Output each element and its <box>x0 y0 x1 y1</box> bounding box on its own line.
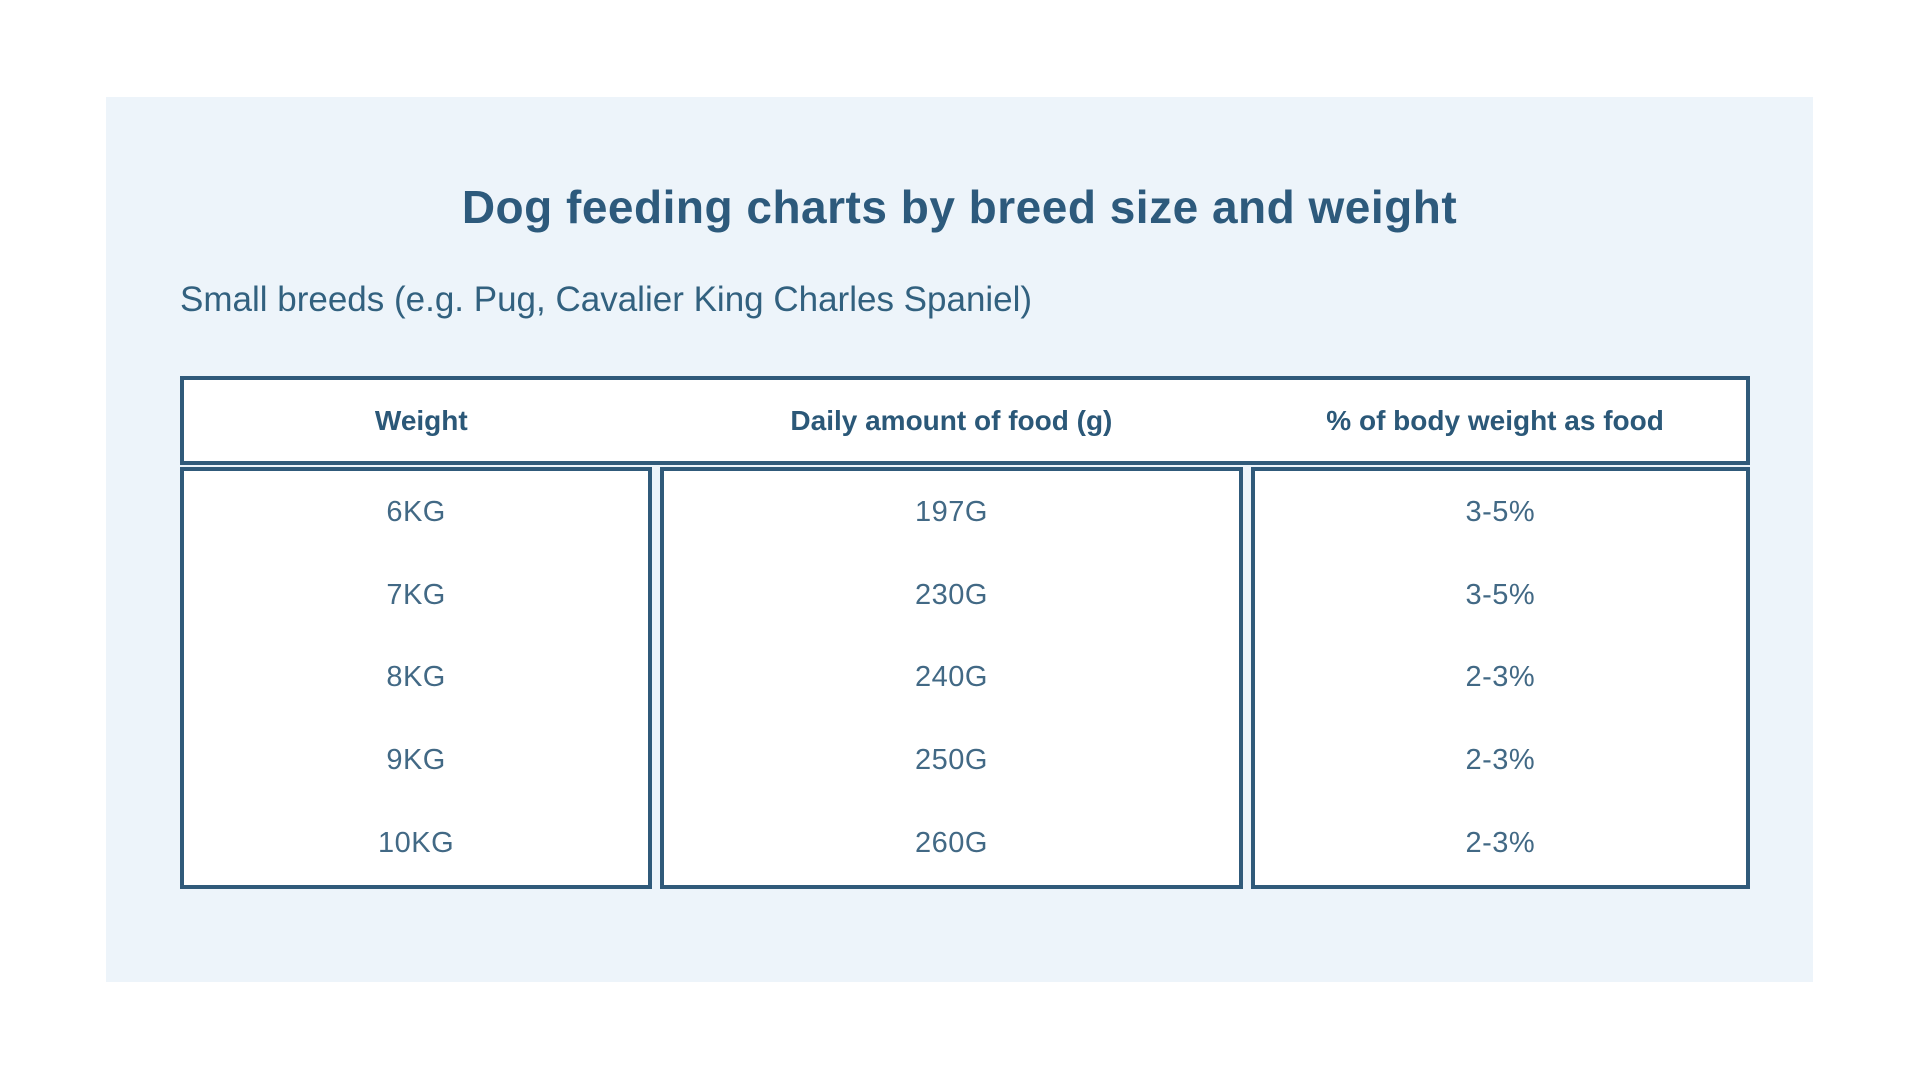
table-cell-body-weight-pct: 2-3% <box>1465 744 1536 777</box>
table-cell-daily-food: 250G <box>914 744 988 777</box>
table-header-row: Weight Daily amount of food (g) % of bod… <box>180 376 1750 465</box>
table-cell-body-weight-pct: 3-5% <box>1465 495 1536 528</box>
table-cell-weight: 10KG <box>378 827 455 860</box>
table-body: 6KG 7KG 8KG 9KG 10KG 197G 230G 240G 250G… <box>180 467 1750 889</box>
section-subtitle: Small breeds (e.g. Pug, Cavalier King Ch… <box>180 280 1033 319</box>
daily-food-column: 197G 230G 240G 250G 260G <box>660 467 1243 889</box>
table-cell-daily-food: 197G <box>914 495 988 528</box>
column-header-daily-food: Daily amount of food (g) <box>790 404 1113 436</box>
table-cell-daily-food: 240G <box>914 661 988 694</box>
table-cell-daily-food: 230G <box>914 578 988 611</box>
feeding-table: Weight Daily amount of food (g) % of bod… <box>180 376 1750 889</box>
table-cell-body-weight-pct: 3-5% <box>1465 578 1536 611</box>
column-header-weight: Weight <box>374 404 468 436</box>
feeding-chart-panel: Dog feeding charts by breed size and wei… <box>106 97 1813 982</box>
table-cell-body-weight-pct: 2-3% <box>1465 661 1536 694</box>
table-cell-daily-food: 260G <box>914 827 988 860</box>
table-cell-weight: 7KG <box>386 578 446 611</box>
table-cell-weight: 9KG <box>386 744 446 777</box>
body-weight-pct-column: 3-5% 3-5% 2-3% 2-3% 2-3% <box>1250 467 1750 889</box>
table-cell-weight: 6KG <box>386 495 446 528</box>
table-cell-body-weight-pct: 2-3% <box>1465 827 1536 860</box>
column-header-body-weight-pct: % of body weight as food <box>1326 404 1664 436</box>
table-cell-weight: 8KG <box>386 661 446 694</box>
weight-column: 6KG 7KG 8KG 9KG 10KG <box>180 467 653 889</box>
page-title: Dog feeding charts by breed size and wei… <box>461 181 1458 233</box>
